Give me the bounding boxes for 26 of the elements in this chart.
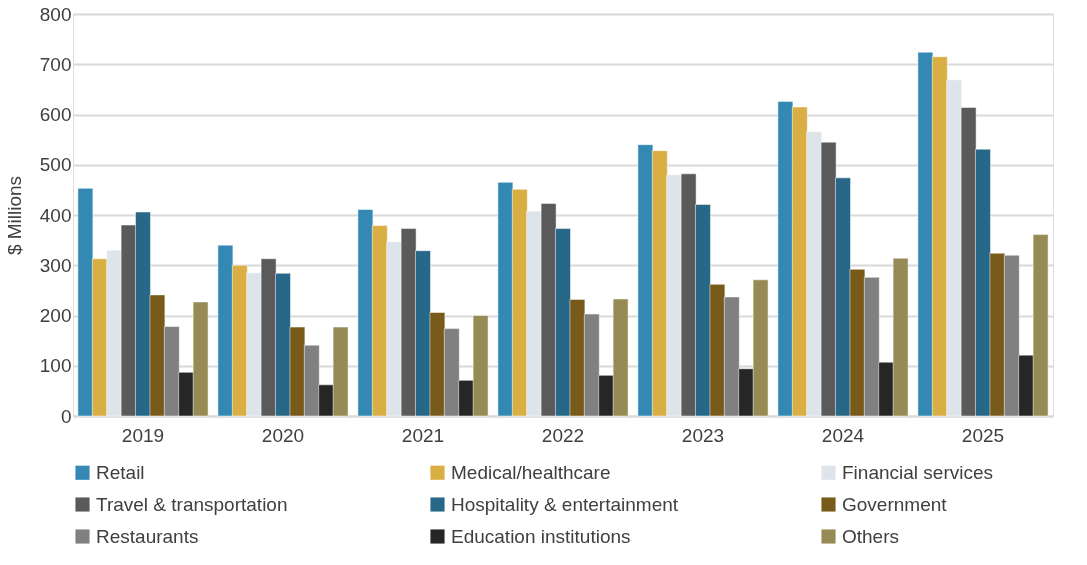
x-tick-label: 2020 [261,424,305,446]
legend-label: Travel & transportation [96,493,288,515]
y-tick-label: 0 [60,405,72,427]
x-tick-label: 2022 [541,424,585,446]
legend-label: Financial services [842,461,993,483]
y-tick-label: 100 [39,355,72,377]
y-tick-label: 800 [39,3,72,25]
y-tick-label: 200 [39,305,72,326]
legend-label: Hospitality & entertainment [451,493,679,515]
y-tick-label: 700 [39,53,72,75]
x-tick-label: 2023 [681,424,725,446]
y-tick-label: 600 [39,104,72,125]
x-tick-label: 2021 [401,424,445,446]
legend-label: Others [842,525,900,547]
legend-label: Medical/healthcare [451,461,611,483]
legend-label: Restaurants [96,525,199,547]
y-axis-title: $ Millions [3,175,25,256]
y-tick-label: 300 [39,254,72,276]
x-tick-label: 2024 [821,424,865,446]
legend-label: Retail [96,461,145,483]
legend-label: Government [842,493,948,515]
x-tick-label: 2025 [961,424,1005,446]
y-tick-label: 400 [39,204,72,226]
y-tick-label: 500 [39,154,72,176]
legend-label: Education institutions [451,525,631,547]
x-tick-label: 2019 [121,424,165,446]
